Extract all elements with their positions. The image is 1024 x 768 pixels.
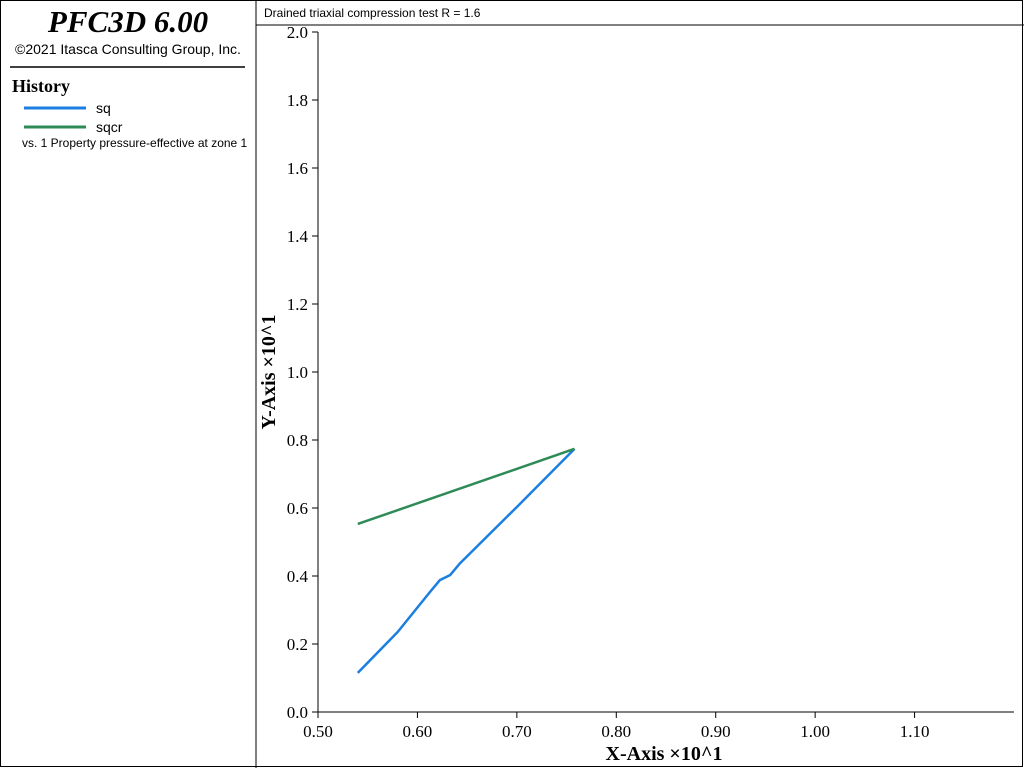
app-title: PFC3D 6.00 [47,4,208,39]
copyright: ©2021 Itasca Consulting Group, Inc. [15,41,241,57]
chart-title: Drained triaxial compression test R = 1.… [264,6,481,20]
legend-label: sq [96,100,111,116]
vs-label: vs. 1 Property pressure-effective at zon… [22,136,248,150]
y-tick-label: 1.8 [287,91,308,110]
y-tick-label: 0.2 [287,635,308,654]
history-label: History [12,76,70,96]
x-tick-label: 1.10 [900,722,930,741]
y-tick-label: 1.2 [287,295,308,314]
data-line [356,447,576,674]
legend-label: sqcr [96,119,123,135]
y-tick-label: 1.4 [287,227,309,246]
data-line [357,447,575,526]
y-tick-label: 0.0 [287,703,308,722]
x-tick-label: 0.80 [601,722,631,741]
x-tick-label: 1.00 [800,722,830,741]
y-axis-label: Y-Axis ×10^1 [258,314,280,429]
x-tick-label: 0.50 [303,722,333,741]
y-tick-label: 1.6 [287,159,308,178]
x-axis-label: X-Axis ×10^1 [606,743,723,765]
y-tick-label: 2.0 [287,23,308,42]
x-tick-label: 0.60 [403,722,433,741]
y-tick-label: 0.4 [287,567,309,586]
x-tick-label: 0.90 [701,722,731,741]
y-tick-label: 1.0 [287,363,308,382]
x-tick-label: 0.70 [502,722,532,741]
y-tick-label: 0.6 [287,499,308,518]
y-tick-label: 0.8 [287,431,308,450]
